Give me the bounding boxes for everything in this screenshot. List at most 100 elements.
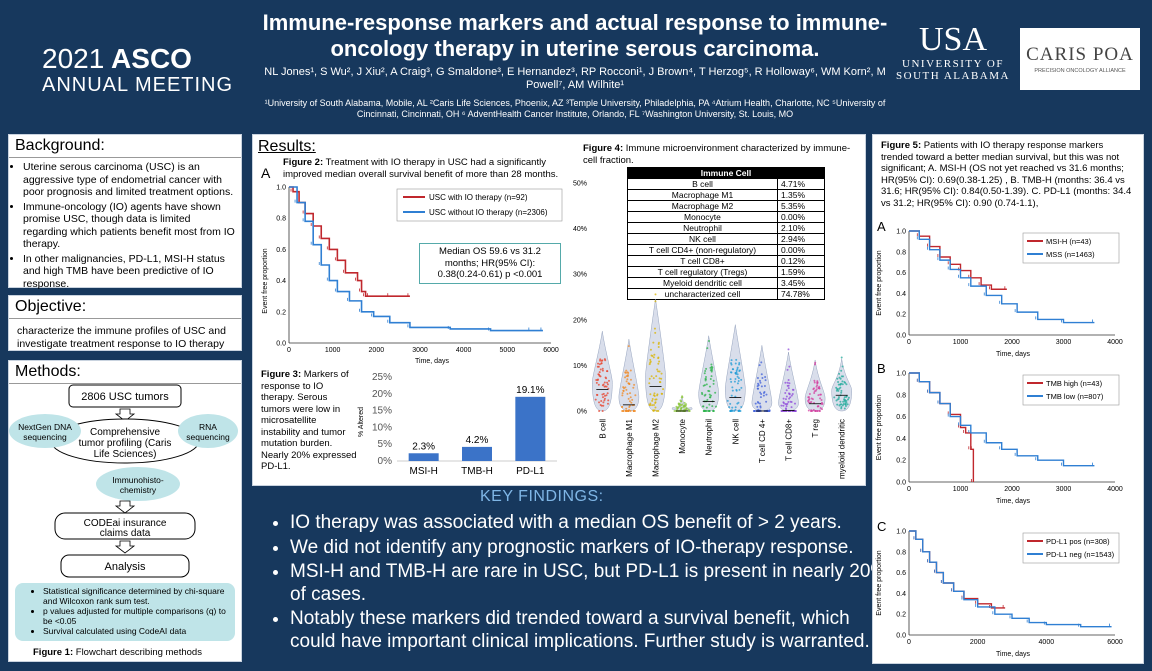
fig4-point — [652, 403, 655, 406]
fig4-point — [765, 393, 768, 396]
fig4-point — [652, 377, 655, 380]
fig4-point — [837, 396, 840, 399]
y-tick-label: 0.0 — [276, 341, 286, 348]
immune-cell-value: 74.78% — [776, 288, 826, 300]
fig4-point — [662, 388, 665, 391]
fig4-point — [703, 410, 706, 412]
fig4-point — [652, 394, 655, 397]
fig4-point — [653, 409, 656, 412]
flow-box-analysis-label: Analysis — [105, 561, 146, 573]
y-tick-label: 0.8 — [896, 392, 906, 399]
immune-table-row: Neutrophil 2.10% — [627, 222, 826, 234]
key-finding: IO therapy was associated with a median … — [290, 512, 888, 535]
fig4-point — [627, 382, 630, 385]
fig4-point — [760, 361, 763, 364]
fig4-point — [599, 368, 602, 371]
fig4-point — [710, 363, 713, 366]
fig4-point — [786, 381, 789, 384]
flow-arrow — [114, 540, 136, 554]
fig4-point — [807, 409, 810, 412]
fig4-point — [754, 402, 757, 405]
fig4-point — [603, 381, 606, 384]
fig4-point — [765, 400, 768, 403]
fig5-caption-text: Patients with IO therapy response marker… — [881, 140, 1132, 209]
fig4-point — [705, 367, 708, 370]
fig4-point — [605, 377, 608, 380]
fig4-point — [780, 410, 783, 412]
fig4-point — [595, 381, 598, 384]
fig4-point — [599, 375, 602, 378]
fig4-point — [782, 401, 785, 404]
y-tick-label: 0.0 — [896, 333, 906, 340]
immune-table-row: NK cell 2.94% — [627, 233, 826, 245]
fig4-point — [731, 389, 734, 392]
fig4-point — [595, 393, 598, 396]
fig4-point — [600, 362, 603, 365]
immune-table-row: Macrophage M2 5.35% — [627, 200, 826, 212]
fig4-point — [760, 393, 763, 396]
fig4-point — [649, 393, 652, 396]
fig4-point — [597, 383, 600, 386]
km-series-line — [909, 372, 975, 482]
fig4-point — [842, 400, 845, 403]
fig4-violin — [725, 324, 746, 412]
fig4-point — [603, 394, 606, 397]
fig4-point — [845, 383, 848, 386]
fig4-point — [762, 392, 765, 395]
fig4-point — [597, 362, 600, 365]
background-item: Uterine serous carcinoma (USC) is an agg… — [23, 161, 237, 199]
flow-oval-dna-label: NextGen DNA sequencing — [18, 422, 72, 442]
fig4-point — [757, 382, 760, 385]
fig4-point — [813, 390, 816, 393]
results-panel: Results: A Figure 2: Treatment with IO t… — [252, 134, 866, 486]
fig3-y-tick-label: 10% — [372, 422, 392, 433]
fig4-point — [657, 410, 660, 412]
fig4-point — [654, 406, 657, 409]
fig5-legend-label: TMB low (n=807) — [1046, 392, 1104, 401]
fig4-point — [785, 405, 788, 408]
fig4-point — [787, 348, 790, 351]
fig4-point — [839, 403, 842, 406]
fig2-ylabel: Event free proportion — [262, 248, 269, 313]
fig4-point — [813, 381, 816, 384]
fig4-point — [820, 408, 823, 411]
fig4-point — [833, 396, 836, 399]
fig4-point — [648, 382, 651, 385]
fig4-point — [844, 402, 847, 405]
y-tick-label: 0.6 — [896, 270, 906, 277]
fig4-point — [600, 359, 603, 362]
immune-cell-value: 5.35% — [776, 200, 826, 212]
fig4-point — [756, 376, 759, 379]
fig4-point — [788, 365, 791, 368]
objective-title: Objective: — [9, 296, 241, 319]
y-tick-label: 0.6 — [896, 414, 906, 421]
fig4-point — [819, 407, 822, 410]
fig4-y-tick-label: 20% — [573, 317, 587, 324]
x-tick-label: 1000 — [953, 486, 969, 493]
fig3-category-label: PD-L1 — [516, 466, 545, 477]
fig4-point — [652, 356, 655, 359]
fig4-point — [845, 399, 848, 402]
methods-note: p values adjusted for multiple compariso… — [43, 606, 235, 626]
fig4-point — [736, 375, 739, 378]
fig4-point — [840, 406, 843, 409]
fig4-point — [709, 369, 712, 372]
flow-box-codeai-label: CODEai insurance claims data — [84, 518, 167, 539]
y-tick-label: 0.4 — [276, 278, 286, 285]
fig4-point — [784, 398, 787, 401]
fig4-point — [626, 378, 629, 381]
fig3-caption-text: Markers of response to IO therapy. Serou… — [261, 369, 357, 472]
x-tick-label: 0 — [907, 639, 911, 646]
y-tick-label: 0.0 — [896, 633, 906, 640]
fig4-point — [734, 406, 737, 409]
fig3-y-tick-label: 20% — [372, 389, 392, 400]
fig4-point — [705, 410, 708, 412]
fig4-point — [598, 363, 601, 366]
fig4-point — [817, 405, 820, 408]
fig4-category-label: T cell CD8+ — [785, 419, 794, 461]
fig4-point — [700, 391, 703, 394]
fig4-point — [649, 348, 652, 351]
fig4-point — [706, 398, 709, 401]
fig4-point — [840, 391, 843, 394]
key-finding: MSI-H and TMB-H are rare in USC, but PD-… — [290, 561, 888, 606]
